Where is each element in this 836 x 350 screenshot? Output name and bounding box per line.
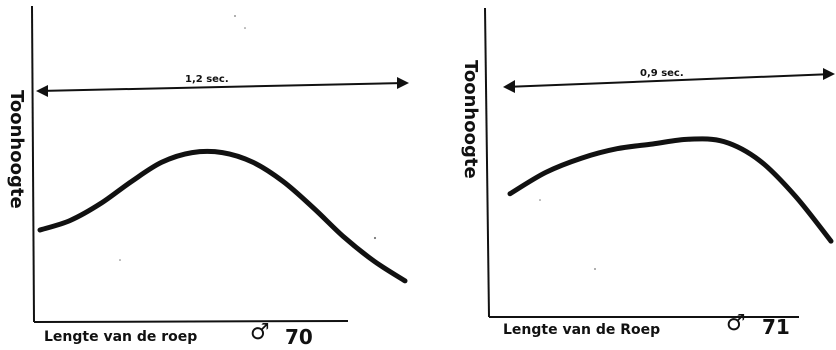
scan-speck — [119, 259, 121, 261]
scan-speck — [244, 27, 246, 29]
scan-speck — [373, 236, 377, 240]
scan-speck — [234, 15, 236, 17]
right-sex-symbol: ♂ — [726, 311, 746, 336]
right-arrowhead-left — [503, 80, 515, 93]
right-panel: 0,9 sec. Toonhoogte Lengte van de Roep ♂… — [460, 7, 835, 339]
scan-speck — [594, 268, 596, 270]
left-duration-arrow-line — [38, 82, 406, 92]
scan-speck — [539, 199, 541, 201]
left-y-axis-label: Toonhoogte — [6, 90, 27, 209]
left-sex-symbol: ♂ — [250, 320, 270, 345]
right-figure-number: 71 — [762, 315, 790, 339]
left-figure-number: 70 — [285, 325, 313, 349]
left-x-axis-label: Lengte van de roep — [44, 329, 197, 345]
right-arrowhead-right — [823, 68, 835, 80]
left-arrowhead-right — [397, 77, 409, 89]
left-pitch-curve — [37, 148, 408, 284]
right-x-axis-label: Lengte van de Roep — [503, 322, 660, 338]
right-pitch-curve — [507, 136, 834, 244]
left-arrowhead-left — [36, 85, 48, 97]
right-y-axis — [484, 7, 490, 318]
right-duration-label: 0,9 sec. — [640, 68, 684, 79]
right-duration-arrow-line — [505, 73, 834, 88]
left-x-axis — [33, 320, 349, 323]
left-panel: 1,2 sec. Toonhoogte Lengte van de roep ♂… — [6, 5, 409, 349]
left-y-axis — [31, 5, 35, 323]
left-duration-label: 1,2 sec. — [185, 74, 229, 85]
right-y-axis-label: Toonhoogte — [460, 60, 481, 179]
